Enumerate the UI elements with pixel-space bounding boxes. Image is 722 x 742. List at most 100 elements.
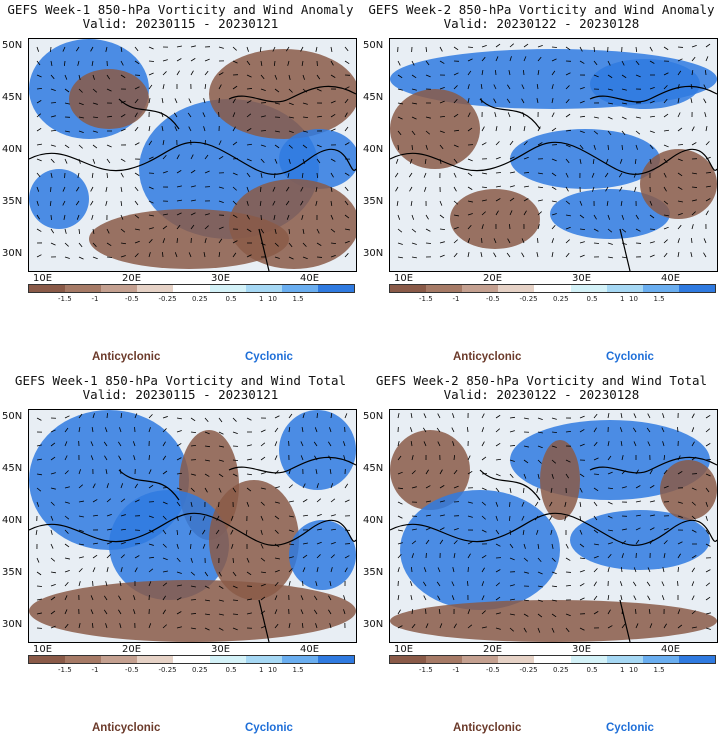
wind-vector xyxy=(218,599,224,602)
wind-vector xyxy=(246,200,249,206)
colorbar-swatch xyxy=(462,656,499,663)
wind-vector xyxy=(537,44,543,48)
wind-vector xyxy=(551,46,558,48)
wind-vector xyxy=(64,501,70,504)
wind-vector xyxy=(634,158,637,165)
wind-vector xyxy=(523,56,527,62)
wind-vector xyxy=(92,499,98,503)
wind-vector xyxy=(425,608,427,615)
wind-vector xyxy=(162,557,168,561)
wind-vector xyxy=(246,143,253,146)
wind-vector xyxy=(120,172,124,178)
wind-vector xyxy=(36,143,42,146)
wind-vector xyxy=(302,554,308,559)
wind-vector xyxy=(260,115,266,118)
wind-vector xyxy=(274,74,278,80)
wind-vector xyxy=(133,455,136,461)
wind-vector xyxy=(36,200,39,206)
wind-vector xyxy=(344,483,349,489)
wind-vector xyxy=(453,158,458,164)
wind-vector xyxy=(134,126,139,132)
wind-vector xyxy=(232,599,239,601)
wind-vector xyxy=(190,501,193,507)
wind-vector xyxy=(328,595,332,601)
wind-vector xyxy=(162,171,168,174)
wind-vector xyxy=(649,115,656,118)
wind-vector xyxy=(453,469,458,475)
wind-vector xyxy=(190,212,196,216)
wind-vector xyxy=(302,144,308,149)
wind-vector xyxy=(620,595,623,601)
wind-vector xyxy=(134,172,140,176)
wind-vector xyxy=(120,200,123,207)
wind-vector xyxy=(148,252,151,258)
colorbar-label: -1.5 xyxy=(58,295,72,303)
wind-vector xyxy=(593,116,599,119)
wind-vector xyxy=(148,515,154,518)
wind-vector xyxy=(36,87,43,90)
wind-vector xyxy=(285,186,290,192)
wind-vector xyxy=(633,595,637,601)
wind-vector xyxy=(176,154,180,160)
wind-vector xyxy=(467,112,471,118)
wind-vector xyxy=(288,515,294,518)
wind-vector xyxy=(330,242,337,245)
wind-vector xyxy=(481,554,487,559)
wind-vector xyxy=(134,555,140,559)
wind-vector xyxy=(148,84,153,90)
lat-label: 35N xyxy=(2,196,23,207)
wind-vector xyxy=(64,102,70,105)
wind-vector xyxy=(64,623,69,629)
wind-vector xyxy=(649,214,655,219)
wind-vector xyxy=(344,86,350,90)
lat-label: 40N xyxy=(2,515,23,526)
wind-vector xyxy=(677,186,683,190)
wind-vector xyxy=(204,170,210,174)
wind-vector xyxy=(78,568,83,573)
wind-vector xyxy=(245,529,248,535)
wind-vector xyxy=(232,240,238,244)
wind-vector xyxy=(50,158,55,163)
wind-vector xyxy=(662,441,665,447)
map-canvas xyxy=(29,39,356,271)
wind-vector xyxy=(176,224,181,230)
wind-vector xyxy=(64,543,70,548)
wind-vector xyxy=(551,186,557,190)
wind-vector xyxy=(274,569,280,573)
wind-vector xyxy=(592,186,595,192)
wind-vector xyxy=(495,43,501,48)
wind-vector xyxy=(663,129,670,132)
panel-title: GEFS Week-1 850-hPa Vorticity and Wind A… xyxy=(7,2,354,17)
wind-vector xyxy=(36,571,42,576)
wind-vector xyxy=(523,185,529,188)
wind-vector xyxy=(106,483,109,489)
wind-vector xyxy=(162,238,166,244)
wind-vector xyxy=(397,487,404,490)
wind-vector xyxy=(411,608,414,615)
wind-vector xyxy=(218,571,222,577)
wind-vector xyxy=(330,46,333,52)
wind-vector xyxy=(703,252,707,258)
wind-vector xyxy=(344,240,350,244)
wind-vector xyxy=(537,237,539,244)
wind-vector xyxy=(330,74,336,78)
wind-vector xyxy=(523,473,527,479)
wind-vector xyxy=(120,214,124,220)
colorbar-label: -1 xyxy=(452,666,460,674)
wind-vector xyxy=(593,515,598,521)
wind-vector xyxy=(302,542,308,545)
wind-vector xyxy=(288,158,291,164)
wind-vector xyxy=(120,542,126,545)
wind-vector xyxy=(120,514,126,517)
panel-title: GEFS Week-1 850-hPa Vorticity and Wind T… xyxy=(14,373,347,388)
wind-vector xyxy=(188,252,192,258)
colorbar-swatch xyxy=(498,285,535,292)
wind-vector xyxy=(274,441,278,447)
wind-vector xyxy=(691,441,695,447)
colorbar-label: 1.5 xyxy=(653,295,665,303)
wind-vector xyxy=(579,627,585,631)
wind-vector xyxy=(551,473,554,479)
wind-vector xyxy=(161,98,164,104)
wind-vector xyxy=(105,581,108,587)
wind-vector xyxy=(523,487,525,494)
